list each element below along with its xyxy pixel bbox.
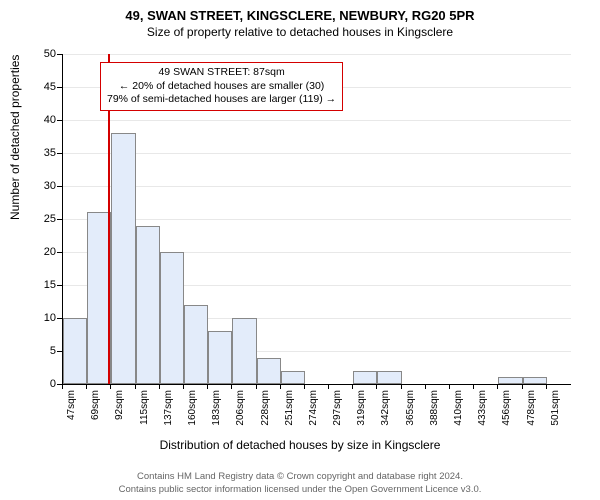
y-tick <box>57 87 62 88</box>
x-tick <box>328 384 329 389</box>
y-tick-label: 40 <box>26 114 56 126</box>
x-tick <box>159 384 160 389</box>
y-tick-label: 5 <box>26 345 56 357</box>
x-tick-label: 69sqm <box>90 390 101 440</box>
x-tick-label: 47sqm <box>66 390 77 440</box>
x-tick <box>497 384 498 389</box>
x-tick <box>62 384 63 389</box>
y-tick <box>57 318 62 319</box>
x-tick-label: 388sqm <box>429 390 440 440</box>
x-tick-label: 501sqm <box>550 390 561 440</box>
footer-line1: Contains HM Land Registry data © Crown c… <box>0 471 600 483</box>
annotation-line3: 79% of semi-detached houses are larger (… <box>107 93 336 107</box>
y-tick <box>57 252 62 253</box>
y-tick <box>57 120 62 121</box>
gridline <box>63 54 571 55</box>
histogram-bar <box>208 331 232 384</box>
histogram-bar <box>377 371 401 384</box>
chart-subtitle: Size of property relative to detached ho… <box>0 23 600 39</box>
x-tick <box>256 384 257 389</box>
histogram-bar <box>232 318 256 384</box>
x-tick <box>110 384 111 389</box>
x-tick-label: 433sqm <box>477 390 488 440</box>
y-tick-label: 10 <box>26 312 56 324</box>
histogram-bar <box>136 226 160 384</box>
x-tick-label: 92sqm <box>114 390 125 440</box>
x-tick-label: 228sqm <box>260 390 271 440</box>
x-tick-label: 297sqm <box>332 390 343 440</box>
x-tick-label: 137sqm <box>163 390 174 440</box>
x-tick-label: 365sqm <box>405 390 416 440</box>
y-tick-label: 15 <box>26 279 56 291</box>
y-tick-label: 35 <box>26 147 56 159</box>
x-tick <box>231 384 232 389</box>
histogram-bar <box>498 377 522 384</box>
histogram-bar <box>184 305 208 384</box>
chart-title-address: 49, SWAN STREET, KINGSCLERE, NEWBURY, RG… <box>0 0 600 23</box>
y-tick-label: 30 <box>26 180 56 192</box>
y-tick <box>57 153 62 154</box>
x-tick <box>546 384 547 389</box>
annotation-line2: ← 20% of detached houses are smaller (30… <box>107 80 336 94</box>
annotation-line1: 49 SWAN STREET: 87sqm <box>107 66 336 80</box>
histogram-bar <box>257 358 281 384</box>
x-tick <box>207 384 208 389</box>
x-tick <box>135 384 136 389</box>
y-tick <box>57 186 62 187</box>
x-tick <box>304 384 305 389</box>
annotation-callout: 49 SWAN STREET: 87sqm ← 20% of detached … <box>100 62 343 111</box>
x-tick <box>280 384 281 389</box>
gridline <box>63 153 571 154</box>
x-tick <box>183 384 184 389</box>
gridline <box>63 219 571 220</box>
y-tick <box>57 351 62 352</box>
x-tick <box>352 384 353 389</box>
histogram-bar <box>160 252 184 384</box>
y-tick <box>57 54 62 55</box>
histogram-bar <box>111 133 135 384</box>
histogram-bar <box>523 377 547 384</box>
x-tick <box>522 384 523 389</box>
x-axis-label: Distribution of detached houses by size … <box>0 438 600 452</box>
x-tick-label: 115sqm <box>139 390 150 440</box>
x-tick-label: 410sqm <box>453 390 464 440</box>
chart-container: 49, SWAN STREET, KINGSCLERE, NEWBURY, RG… <box>0 0 600 500</box>
x-tick-label: 478sqm <box>526 390 537 440</box>
y-tick-label: 25 <box>26 213 56 225</box>
x-tick-label: 274sqm <box>308 390 319 440</box>
x-tick-label: 160sqm <box>187 390 198 440</box>
gridline <box>63 186 571 187</box>
y-tick-label: 0 <box>26 378 56 390</box>
x-tick <box>449 384 450 389</box>
histogram-bar <box>281 371 305 384</box>
y-tick <box>57 285 62 286</box>
x-tick-label: 456sqm <box>501 390 512 440</box>
x-tick-label: 183sqm <box>211 390 222 440</box>
gridline <box>63 120 571 121</box>
x-tick-label: 206sqm <box>235 390 246 440</box>
histogram-bar <box>63 318 87 384</box>
x-tick-label: 251sqm <box>284 390 295 440</box>
y-tick-label: 50 <box>26 48 56 60</box>
x-tick-label: 319sqm <box>356 390 367 440</box>
y-tick <box>57 219 62 220</box>
histogram-bar <box>353 371 377 384</box>
x-tick <box>473 384 474 389</box>
x-tick <box>401 384 402 389</box>
x-tick <box>425 384 426 389</box>
x-tick <box>86 384 87 389</box>
footer-attribution: Contains HM Land Registry data © Crown c… <box>0 471 600 496</box>
footer-line2: Contains public sector information licen… <box>0 484 600 496</box>
y-tick-label: 20 <box>26 246 56 258</box>
y-axis-label: Number of detached properties <box>8 55 22 220</box>
y-tick-label: 45 <box>26 81 56 93</box>
x-tick <box>376 384 377 389</box>
x-tick-label: 342sqm <box>380 390 391 440</box>
